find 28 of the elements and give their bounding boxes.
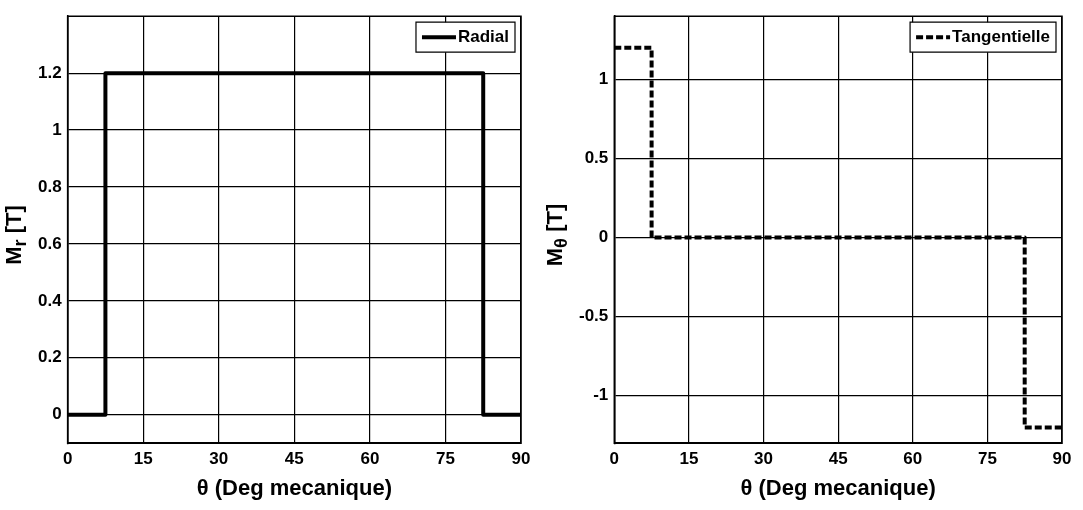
y-tick-label: 1	[598, 69, 609, 89]
x-tick-label: 90	[511, 449, 531, 469]
y-tick-label: -1	[593, 385, 609, 405]
x-tick-label: 45	[828, 449, 848, 469]
legend-label: Radial	[457, 26, 510, 46]
x-tick-label: 15	[133, 449, 153, 469]
legend-label: Tangentielle	[952, 26, 1051, 46]
y-tick-label: 1	[52, 119, 62, 139]
x-tick-label: 75	[977, 449, 997, 469]
y-tick-label: 0.8	[37, 176, 62, 196]
y-tick-label: 0.5	[584, 148, 609, 168]
y-tick-label: 0	[598, 227, 609, 247]
y-tick-label: 1.2	[37, 62, 62, 82]
x-tick-label: 75	[435, 449, 455, 469]
y-tick-label: 0	[52, 404, 62, 424]
y-tick-label: 0.6	[37, 233, 62, 253]
x-tick-label: 90	[1052, 449, 1072, 469]
x-axis-title: θ (Deg mecanique)	[740, 474, 936, 500]
x-tick-label: 15	[679, 449, 699, 469]
x-tick-label: 60	[903, 449, 923, 469]
x-tick-label: 60	[360, 449, 380, 469]
x-tick-label: 30	[209, 449, 229, 469]
y-tick-label: 0.2	[37, 347, 62, 367]
y-tick-label: 0.4	[37, 290, 63, 310]
x-tick-label: 45	[284, 449, 304, 469]
x-axis-title: θ (Deg mecanique)	[196, 474, 392, 500]
y-tick-label: -0.5	[579, 306, 609, 326]
x-tick-label: 30	[754, 449, 773, 469]
